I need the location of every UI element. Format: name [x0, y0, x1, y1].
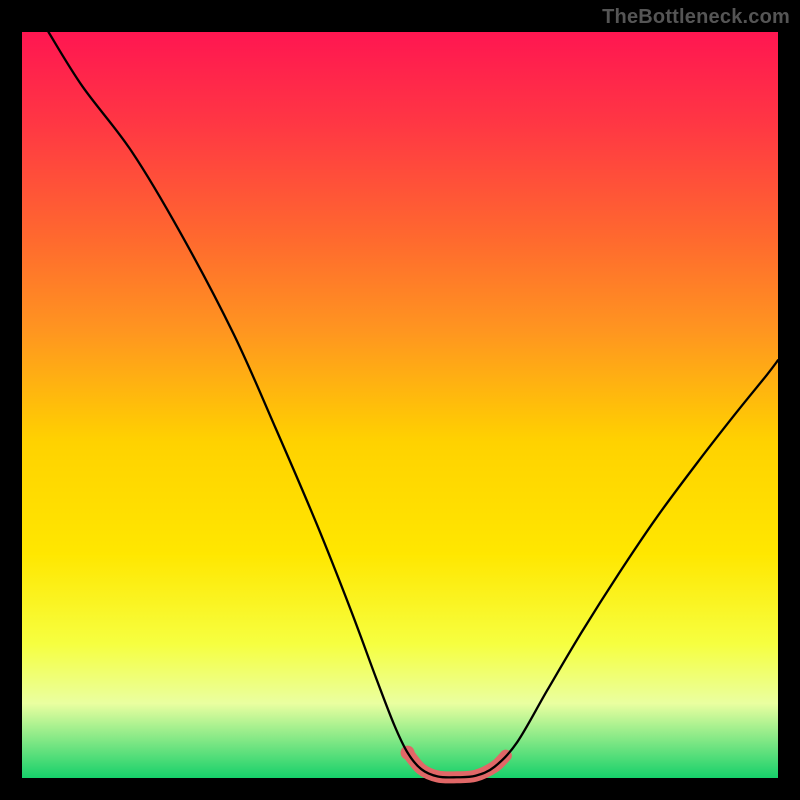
chart-stage: TheBottleneck.com — [0, 0, 800, 800]
bottleneck-curve-chart — [0, 0, 800, 800]
plot-background — [22, 32, 778, 778]
